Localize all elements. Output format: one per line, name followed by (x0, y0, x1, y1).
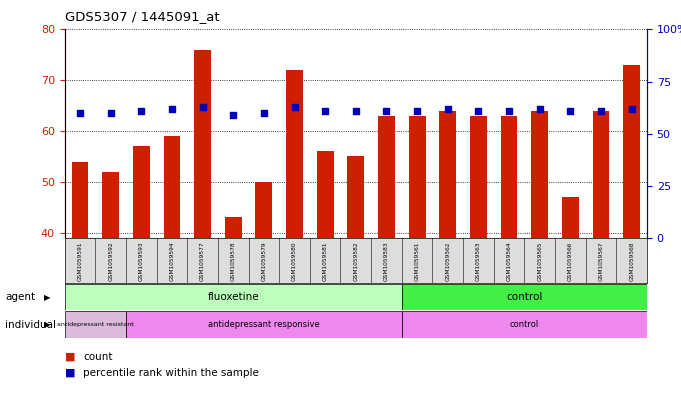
Text: GSM1059564: GSM1059564 (507, 241, 511, 281)
Text: GSM1059582: GSM1059582 (353, 241, 358, 281)
Bar (225, 217, 242, 238)
Bar (623, 65, 640, 238)
Bar (562, 197, 579, 238)
Text: antidepressant resistant: antidepressant resistant (57, 322, 133, 327)
Text: control: control (506, 292, 543, 302)
Point (136, 108, 146, 114)
Text: GSM1059561: GSM1059561 (415, 241, 419, 281)
Text: GSM1059580: GSM1059580 (292, 241, 297, 281)
Point (227, 112, 238, 118)
Bar (102, 172, 119, 238)
Text: GSM1059593: GSM1059593 (139, 241, 144, 281)
Text: GSM1059579: GSM1059579 (262, 241, 266, 281)
Text: antidepressant responsive: antidepressant responsive (208, 320, 320, 329)
Bar (255, 182, 272, 238)
Text: count: count (83, 352, 112, 362)
Text: individual: individual (5, 320, 57, 330)
Text: GSM1059583: GSM1059583 (384, 241, 389, 281)
Bar (194, 50, 211, 238)
Text: GSM1059592: GSM1059592 (108, 241, 113, 281)
Point (197, 103, 208, 110)
Text: ▶: ▶ (44, 293, 51, 301)
Bar (470, 116, 487, 238)
Point (350, 108, 361, 114)
Bar (409, 116, 426, 238)
Bar (65, 284, 402, 310)
Text: agent: agent (5, 292, 35, 302)
Point (565, 108, 575, 114)
Bar (347, 156, 364, 238)
Bar (439, 111, 456, 238)
Bar (72, 162, 89, 238)
Point (105, 110, 116, 116)
Point (626, 105, 637, 112)
Text: GSM1059563: GSM1059563 (476, 241, 481, 281)
Bar (531, 111, 548, 238)
Text: control: control (510, 320, 539, 329)
Bar (126, 311, 402, 338)
Point (442, 105, 453, 112)
Text: GDS5307 / 1445091_at: GDS5307 / 1445091_at (65, 10, 219, 23)
Point (534, 105, 545, 112)
Point (289, 103, 300, 110)
Point (411, 108, 422, 114)
Bar (133, 146, 150, 238)
Bar (163, 136, 180, 238)
Text: GSM1059578: GSM1059578 (231, 241, 236, 281)
Text: GSM1059594: GSM1059594 (170, 241, 174, 281)
Text: GSM1059567: GSM1059567 (599, 241, 603, 281)
Point (258, 110, 269, 116)
Point (473, 108, 484, 114)
Text: fluoxetine: fluoxetine (208, 292, 259, 302)
Point (381, 108, 392, 114)
Bar (65, 311, 126, 338)
Point (595, 108, 606, 114)
Bar (378, 116, 395, 238)
Point (503, 108, 514, 114)
Point (74, 110, 86, 116)
Text: GSM1059566: GSM1059566 (568, 241, 573, 281)
Bar (592, 111, 609, 238)
Text: ■: ■ (65, 352, 75, 362)
Bar (501, 116, 518, 238)
Text: GSM1059577: GSM1059577 (200, 241, 205, 281)
Bar (402, 311, 647, 338)
Text: GSM1059565: GSM1059565 (537, 241, 542, 281)
Text: GSM1059568: GSM1059568 (629, 241, 634, 281)
Bar (402, 284, 647, 310)
Text: ▶: ▶ (44, 320, 51, 329)
Point (166, 105, 177, 112)
Text: ■: ■ (65, 367, 75, 378)
Bar (317, 151, 334, 238)
Point (319, 108, 330, 114)
Text: GSM1059591: GSM1059591 (78, 241, 82, 281)
Text: GSM1059581: GSM1059581 (323, 241, 328, 281)
Text: percentile rank within the sample: percentile rank within the sample (83, 367, 259, 378)
Text: GSM1059562: GSM1059562 (445, 241, 450, 281)
Bar (286, 70, 303, 238)
